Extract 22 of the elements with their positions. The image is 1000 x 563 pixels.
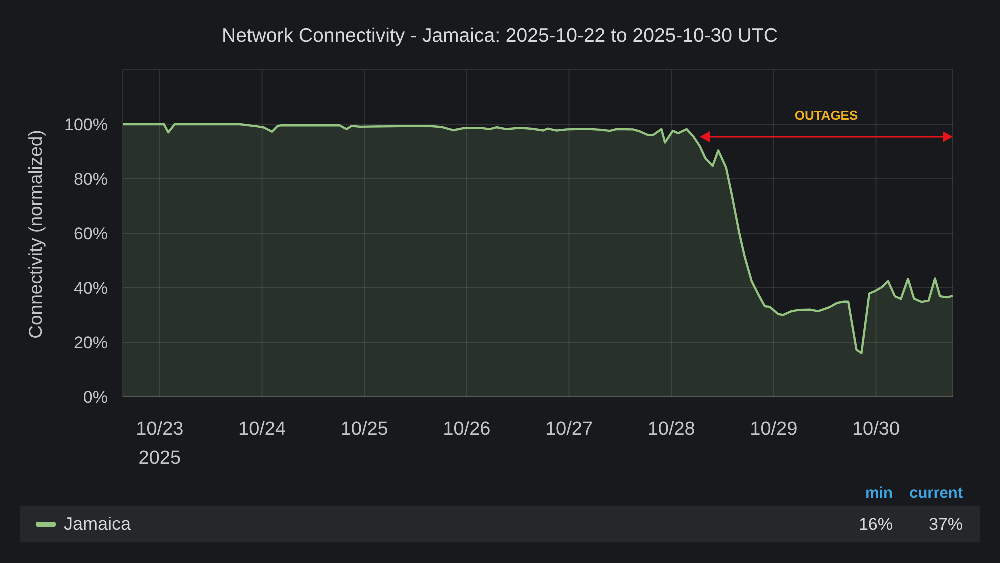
text: 16% (858, 515, 893, 534)
legend-label: Jamaica (64, 514, 132, 534)
x-tick-label: 10/26 (443, 419, 491, 440)
x-tick-label: 10/27 (545, 419, 594, 440)
y-tick-label: 60% (74, 224, 108, 244)
y-tick-label: 80% (74, 170, 108, 190)
x-tick-label: 10/24 (238, 419, 286, 440)
y-tick-label: 0% (83, 388, 108, 408)
text: current (910, 485, 963, 502)
text: min (865, 485, 893, 502)
y-tick-label: 100% (64, 116, 108, 135)
chart-title: Network Connectivity - Jamaica: 2025-10-22 to 2025-10-30 UTC (222, 25, 778, 47)
x-tick-label: 10/30 (852, 419, 900, 440)
x-tick-label: 10/23 2025 (136, 419, 184, 469)
y-tick-label: 20% (74, 334, 108, 353)
text: 37% (928, 515, 963, 534)
x-tick-label: 10/25 (340, 419, 388, 440)
x-tick-label: 10/28 (648, 419, 696, 440)
annotation: OUTAGES (794, 108, 858, 123)
y-axis-title: Connectivity (normalized) (25, 130, 46, 339)
x-tick-label: 10/29 (750, 419, 798, 440)
y-tick-label: 40% (74, 279, 108, 298)
